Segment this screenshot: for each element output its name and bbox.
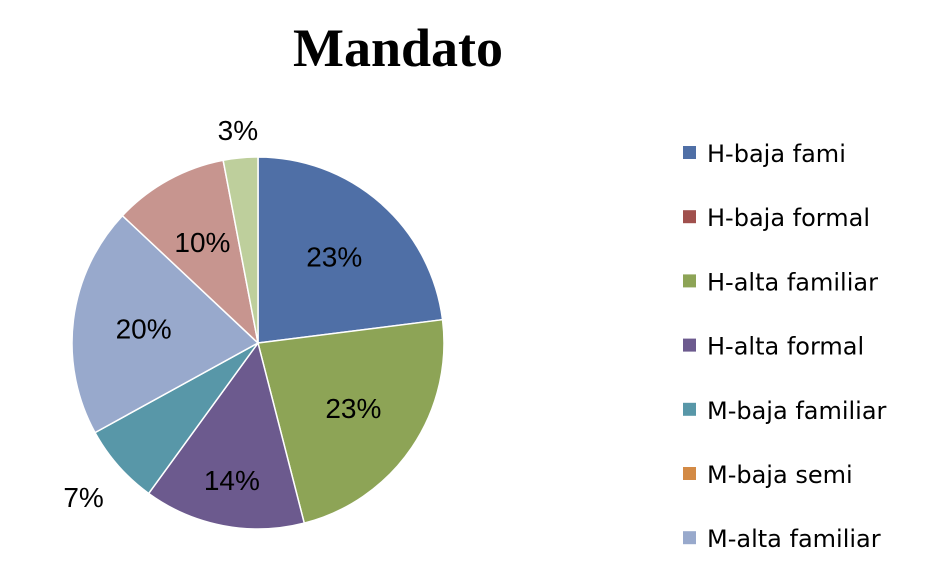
legend-swatch [683,402,696,416]
data-label: 3% [218,115,258,146]
legend-label: H-baja fami [707,140,846,168]
pie-slice [71,214,260,434]
legend-label: M-alta familiar [707,525,881,553]
pie-slice [121,159,260,346]
data-label: 23% [306,241,362,272]
legend-swatch [683,338,696,352]
pie-slice [257,156,444,344]
legend-swatch [683,531,696,545]
legend-label: H-alta formal [707,333,864,361]
data-label: 7% [63,482,103,513]
pie-slice [257,318,445,525]
legend-label: H-alta familiar [707,268,878,296]
legend-label: H-baja formal [707,204,870,232]
data-labels: 23% 23% 14% 7% 20% 10% 3% [63,115,381,513]
legend-label: M-baja familiar [707,397,887,425]
data-label: 10% [174,227,230,258]
legend-swatch [683,210,696,224]
legend-swatch [683,274,696,288]
pie-slice [222,156,259,344]
legend-label: M-baja semi [707,461,853,489]
pie-slices [71,156,445,530]
data-label: 23% [325,393,381,424]
data-label: 20% [116,314,172,345]
pie-slice [147,341,306,530]
legend-swatch [683,146,696,159]
legend-swatch [683,467,696,480]
data-label: 14% [204,465,260,496]
chart-title: Mandato [293,18,503,78]
legend: H-baja fami H-baja formal H-alta familiar H… [683,140,887,553]
